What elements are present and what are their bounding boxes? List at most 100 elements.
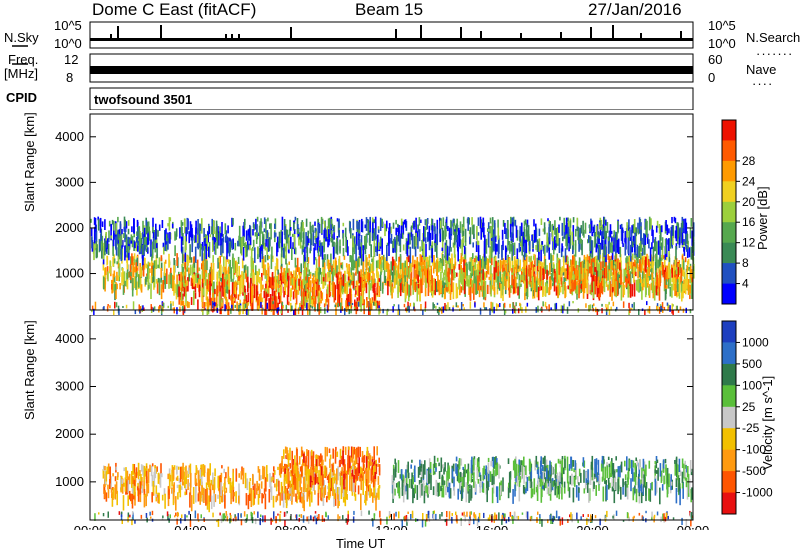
echo-cell [297, 224, 299, 232]
echo-cell [357, 256, 360, 267]
echo-cell [540, 286, 543, 291]
echo-cell [140, 238, 142, 249]
echo-cell [597, 276, 600, 286]
echo-cell [158, 278, 161, 296]
echo-cell [276, 494, 279, 501]
echo-cell [624, 243, 627, 256]
echo-cell [243, 265, 246, 273]
echo-cell [371, 461, 373, 466]
echo-cell [440, 263, 443, 269]
echo-cell [234, 304, 236, 308]
echo-cell [125, 304, 128, 309]
echo-cell [612, 260, 615, 271]
echo-cell [388, 223, 391, 235]
echo-cell [628, 219, 630, 229]
echo-cell [554, 236, 556, 250]
echo-cell [637, 229, 640, 235]
echo-cell [133, 495, 135, 500]
echo-cell [124, 222, 126, 240]
echo-cell [266, 230, 269, 239]
echo-cell [294, 257, 297, 268]
echo-cell [302, 493, 304, 509]
echo-cell [322, 474, 324, 486]
echo-cell [590, 218, 592, 223]
echo-cell [511, 256, 514, 270]
echo-cell [161, 220, 164, 228]
echo-cell [299, 238, 302, 249]
echo-cell [167, 305, 169, 309]
echo-cell [149, 464, 151, 472]
echo-cell [361, 451, 364, 458]
echo-cell [250, 259, 253, 276]
echo-cell [366, 469, 368, 479]
echo-cell [586, 279, 588, 294]
echo-cell [119, 283, 121, 290]
echo-cell [188, 302, 190, 308]
echo-cell [378, 464, 381, 476]
echo-cell [563, 303, 565, 310]
echo-cell [653, 285, 656, 301]
echo-cell [302, 459, 304, 466]
echo-cell [570, 283, 572, 289]
echo-cell [399, 279, 401, 286]
nsearch-label: N.Search [746, 30, 800, 45]
echo-cell [288, 466, 290, 470]
echo-cell [310, 280, 312, 293]
echo-cell [247, 240, 249, 251]
echo-cell [609, 267, 611, 283]
echo-cell [226, 279, 229, 285]
echo-cell [211, 301, 214, 309]
echo-cell [116, 283, 118, 290]
echo-cell [562, 270, 565, 276]
echo-cell [155, 493, 157, 498]
echo-cell [143, 465, 146, 477]
echo-cell [613, 279, 616, 296]
echo-cell [348, 446, 350, 450]
echo-cell [343, 473, 345, 490]
echo-cell [232, 486, 235, 490]
echo-cell [538, 278, 540, 285]
echo-cell [281, 216, 284, 231]
echo-cell [349, 279, 351, 286]
echo-cell [351, 281, 353, 286]
echo-cell [237, 277, 239, 285]
echo-cell [265, 283, 267, 289]
echo-cell [368, 490, 370, 496]
echo-cell [590, 220, 593, 231]
echo-cell [130, 239, 133, 244]
echo-cell [262, 465, 264, 479]
echo-cell [364, 244, 367, 255]
echo-cell [525, 265, 528, 282]
echo-cell [560, 267, 563, 278]
echo-cell [337, 290, 339, 308]
echo-cell [295, 289, 298, 305]
echo-cell [549, 262, 551, 275]
echo-cell [443, 282, 445, 288]
echo-cell [459, 221, 462, 234]
echo-cell [365, 254, 367, 268]
echo-cell [648, 285, 650, 296]
echo-cell [681, 232, 684, 246]
echo-cell [510, 244, 512, 252]
echo-cell [212, 484, 214, 491]
echo-cell [418, 280, 421, 290]
echo-cell [450, 234, 452, 240]
echo-cell [173, 258, 175, 270]
echo-cell [347, 463, 349, 475]
echo-cell [410, 225, 413, 233]
echo-cell [339, 281, 342, 295]
echo-cell [301, 309, 304, 315]
echo-cell [301, 278, 304, 290]
echo-cell [161, 301, 164, 309]
echo-cell [318, 455, 320, 467]
echo-cell [693, 264, 695, 279]
echo-cell [399, 262, 402, 278]
echo-cell [515, 263, 518, 273]
echo-cell [357, 270, 360, 282]
echo-cell [298, 267, 300, 275]
echo-cell [164, 259, 167, 264]
echo-cell [661, 262, 664, 275]
echo-cell [615, 281, 618, 298]
echo-cell [628, 269, 630, 274]
